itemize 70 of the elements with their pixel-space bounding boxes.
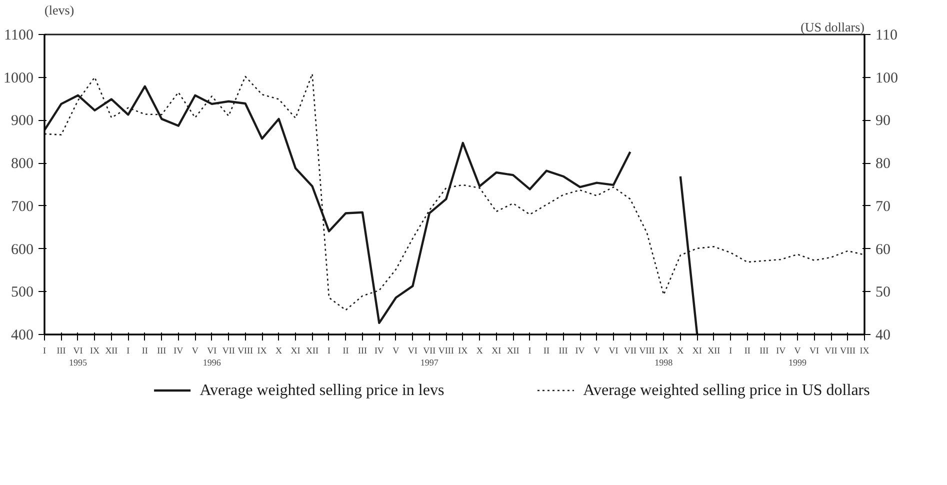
y-tick-label: 1100 xyxy=(4,28,34,44)
x-tick-label: III xyxy=(358,346,367,356)
x-tick-label: VII xyxy=(624,346,636,356)
x-tick-label: IV xyxy=(776,346,786,356)
x-tick-label: VIII xyxy=(639,346,655,356)
x-tick-label: II xyxy=(544,346,550,356)
y-tick-label: 500 xyxy=(11,284,34,301)
x-tick-label: VI xyxy=(810,346,820,356)
x-tick-label: XII xyxy=(708,346,720,356)
y2-tick-label: 40 xyxy=(876,328,890,344)
x-tick-label: III xyxy=(760,346,769,356)
y2-tick-label: 110 xyxy=(876,28,898,44)
y2-tick-label: 100 xyxy=(876,70,898,86)
y-tick-label: 1000 xyxy=(4,70,34,86)
y2-tick-label: 80 xyxy=(876,156,890,172)
x-tick-label: VI xyxy=(608,346,618,356)
y-tick-label: 400 xyxy=(11,328,34,344)
y-tick-label: 800 xyxy=(11,156,34,172)
x-tick-label: X xyxy=(276,346,283,356)
x-tick-label: VII xyxy=(824,346,838,356)
x-tick-label: V xyxy=(392,346,400,356)
x-tick-label: XI xyxy=(492,346,502,356)
y2-axis-title: (US dollars) xyxy=(800,20,865,34)
x-tick-label: VII xyxy=(222,346,235,356)
x-tick-label: IX xyxy=(860,346,870,356)
x-tick-label: IV xyxy=(174,346,184,356)
x-tick-label: IX xyxy=(257,346,268,356)
x-tick-label: VII 1997 xyxy=(420,346,439,368)
x-tick-label: I xyxy=(528,346,532,356)
y-axis-title: (levs) xyxy=(44,2,74,18)
x-tick-label: IX 1998 xyxy=(654,346,674,368)
y-tick-label: 600 xyxy=(11,242,34,258)
x-tick-label: XI xyxy=(692,346,702,356)
x-tick-label: IX xyxy=(458,346,468,356)
x-tick-label: I xyxy=(729,346,732,356)
x-tick-label: X xyxy=(476,346,484,356)
x-tick-label: I xyxy=(327,346,330,356)
x-tick-label: XII xyxy=(105,346,118,356)
y2-tick-label: 70 xyxy=(876,198,890,215)
x-tick-label: II xyxy=(342,346,349,356)
y2-tick-label: 90 xyxy=(876,113,890,130)
x-tick-label: VI 1995 xyxy=(68,346,88,368)
legend-label: Average weighted selling price in US dollars xyxy=(583,382,870,399)
x-tick-label: I xyxy=(126,346,130,356)
x-tick-label: IV xyxy=(575,346,586,356)
x-tick-label: XI xyxy=(290,346,300,356)
x-tick-label: VI 1996 xyxy=(202,346,222,368)
x-tick-label: III xyxy=(157,346,166,356)
y2-tick-label: 60 xyxy=(876,242,890,258)
x-tick-label: II xyxy=(744,346,750,356)
legend-label: Average weighted selling price in levs xyxy=(200,382,444,399)
y-tick-label: 700 xyxy=(11,198,34,215)
y2-tick-label: 50 xyxy=(876,284,890,301)
x-tick-label: XII xyxy=(306,346,319,356)
x-tick-label: X xyxy=(677,346,684,356)
x-tick-label: V xyxy=(593,346,600,356)
y-tick-label: 900 xyxy=(11,113,34,130)
x-tick-label: III xyxy=(56,346,66,356)
x-tick-label: VIII xyxy=(840,346,856,356)
x-tick-label: VI xyxy=(408,346,418,356)
x-tick-label: IV xyxy=(374,346,384,356)
x-tick-label: I xyxy=(43,346,46,356)
x-tick-label: VIII xyxy=(238,346,254,356)
x-tick-label: XII xyxy=(506,346,520,356)
x-tick-label: VIII xyxy=(438,346,454,356)
x-tick-label: V 1999 xyxy=(788,346,808,368)
x-tick-label: II xyxy=(142,346,148,356)
x-tick-label: IX xyxy=(90,346,100,356)
x-tick-label: V xyxy=(192,346,199,356)
x-tick-label: III xyxy=(558,346,568,356)
